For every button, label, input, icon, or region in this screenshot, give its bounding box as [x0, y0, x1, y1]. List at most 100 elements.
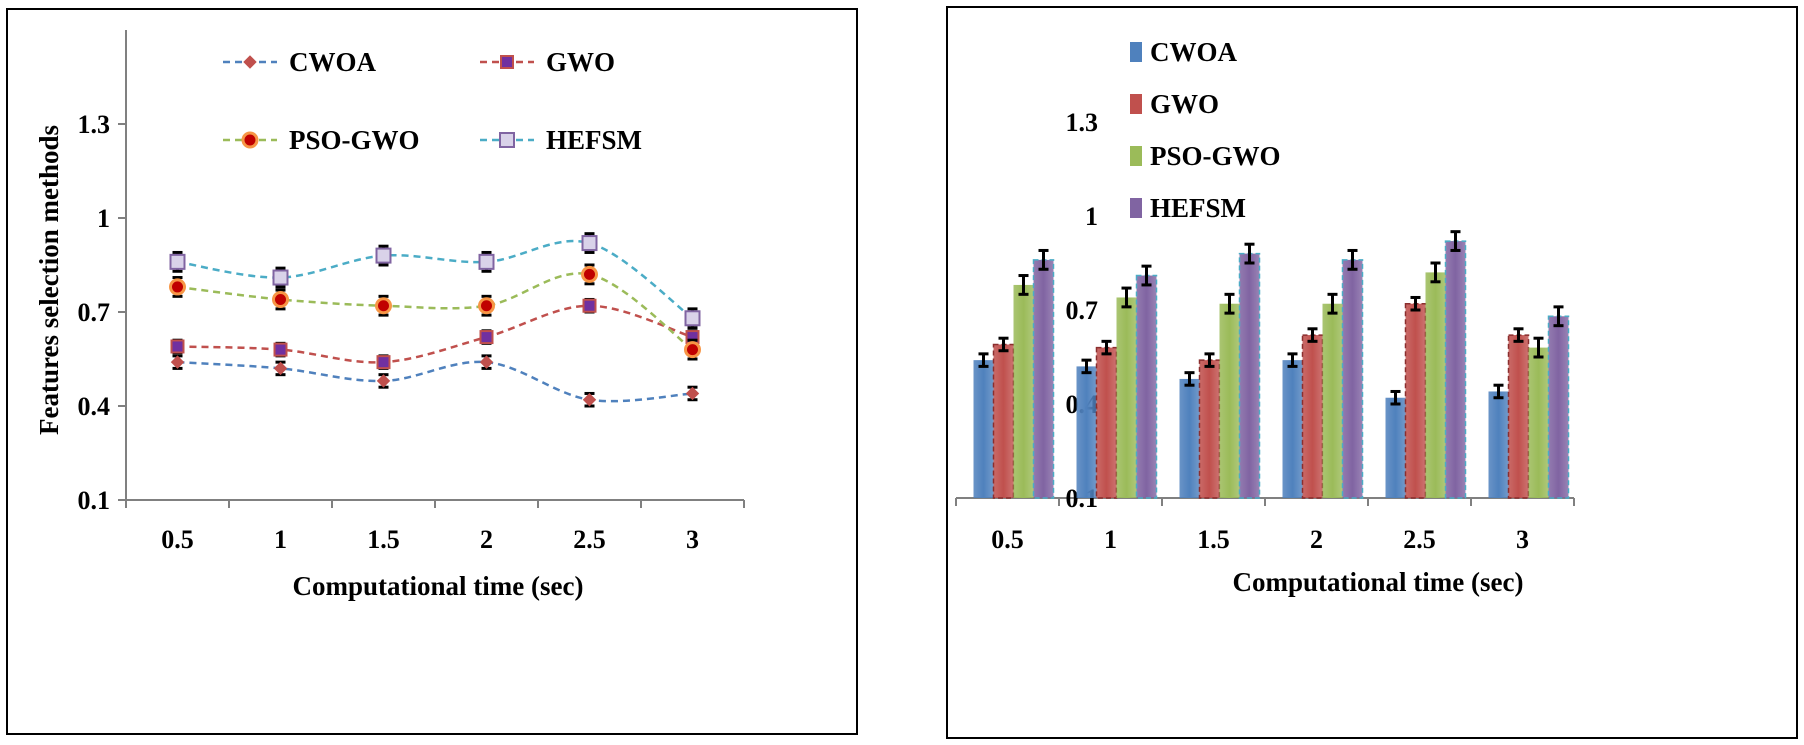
y-tick-label: 1.3: [78, 110, 111, 139]
marker-open-square: [581, 235, 598, 252]
series-hefsm: [1032, 230, 1570, 499]
marker-open-square: [272, 269, 289, 286]
bar: [1095, 346, 1118, 499]
line-chart-panel: 0.1 0.4 0.7 1 1.3 0.5 1 1.5 2 2.5 3 Computational t…: [6, 8, 858, 735]
bar: [1528, 347, 1549, 498]
series-gwo: [170, 297, 700, 370]
marker-diamond: [376, 374, 391, 388]
bar: [1322, 303, 1343, 498]
marker-diamond: [170, 355, 185, 369]
bar: [1301, 334, 1324, 499]
marker-square: [376, 355, 391, 370]
marker-circle: [375, 297, 392, 315]
legend-item-pso-gwo: PSO-GWO: [1130, 141, 1281, 171]
marker-diamond: [685, 386, 700, 401]
legend-item-hefsm: HEFSM: [1130, 193, 1246, 223]
series-line: [177, 272, 694, 351]
marker-circle: [169, 278, 186, 296]
legend-swatch: [1130, 146, 1142, 166]
bar: [1507, 334, 1530, 499]
marker-square: [273, 342, 288, 357]
legend-label: CWOA: [1150, 37, 1238, 67]
x-axis-title: Computational time (sec): [293, 571, 584, 601]
legend-label: PSO-GWO: [289, 125, 420, 155]
x-tick-label: 3: [686, 525, 699, 554]
bar: [1076, 366, 1097, 498]
marker-square: [500, 55, 514, 69]
marker-circle: [581, 265, 598, 283]
marker-square: [170, 339, 185, 354]
marker-circle: [272, 290, 289, 308]
bar: [1032, 259, 1055, 499]
marker-diamond: [479, 355, 494, 369]
series-line: [177, 304, 693, 364]
marker-diamond: [243, 55, 257, 69]
bar: [1488, 391, 1509, 498]
series-line: [177, 360, 693, 403]
y-tick-label: 0.7: [78, 298, 111, 327]
bar: [1179, 378, 1200, 498]
legend-swatch: [1130, 94, 1142, 114]
y-tick-label: 0.1: [78, 486, 111, 515]
marker-open-square: [169, 253, 186, 270]
legend-label: HEFSM: [1150, 193, 1246, 223]
x-tick-label: 1: [274, 525, 287, 554]
x-tick-label: 1: [1104, 525, 1117, 554]
bar: [1547, 315, 1570, 499]
series-cwoa: [973, 352, 1509, 498]
series-pso-gwo: [1013, 261, 1549, 498]
y-tick-label: 1.3: [1066, 108, 1099, 137]
legend-swatch: [1130, 198, 1142, 218]
series-hefsm: [169, 232, 701, 330]
bar: [1385, 397, 1406, 498]
legend-item-gwo: GWO: [1130, 89, 1219, 119]
bar: [1425, 272, 1446, 498]
marker-square: [479, 330, 494, 345]
marker-circle: [684, 341, 701, 359]
marker-circle: [478, 297, 495, 315]
bar: [992, 343, 1015, 499]
bar: [1198, 359, 1221, 499]
x-tick-label: 3: [1516, 525, 1529, 554]
line-chart: 0.1 0.4 0.7 1 1.3 0.5 1 1.5 2 2.5 3 Computational t…: [34, 30, 745, 601]
x-tick-label: 0.5: [161, 525, 194, 554]
marker-open-square: [684, 310, 701, 327]
x-tick-label: 2.5: [1403, 525, 1436, 554]
legend-label: GWO: [1150, 89, 1219, 119]
legend-label: PSO-GWO: [1150, 141, 1281, 171]
bar: [1341, 259, 1364, 499]
bar: [1238, 252, 1261, 499]
bar: [1116, 297, 1137, 498]
x-tick-label: 1.5: [367, 525, 400, 554]
marker-open-square: [499, 132, 515, 148]
bar: [1282, 360, 1303, 498]
y-tick-label: 0.4: [78, 392, 111, 421]
x-tick-label: 2: [1310, 525, 1323, 554]
marker-open-square: [478, 253, 495, 270]
x-axis-title: Computational time (sec): [1233, 567, 1524, 597]
x-tick-label: 2: [480, 525, 493, 554]
series-line: [177, 239, 694, 320]
series-cwoa: [170, 354, 700, 408]
legend-label: GWO: [546, 47, 615, 77]
bar: [1404, 302, 1427, 499]
legend-item-gwo: GWO: [480, 47, 615, 77]
marker-square: [582, 298, 597, 313]
marker-diamond: [582, 393, 597, 407]
x-tick-label: 0.5: [991, 525, 1024, 554]
legend-item-cwoa: CWOA: [223, 47, 377, 77]
legend-item-hefsm: HEFSM: [480, 125, 642, 155]
series-gwo: [992, 295, 1530, 499]
bar: [1219, 303, 1240, 498]
x-tick-label: 2.5: [573, 525, 606, 554]
legend-item-cwoa: CWOA: [1130, 37, 1238, 67]
x-tick-label: 1.5: [1197, 525, 1230, 554]
y-tick-label: 0.7: [1066, 296, 1099, 325]
y-axis-title: Features selection methods: [34, 125, 64, 435]
bar: [973, 360, 994, 498]
marker-circle: [241, 131, 259, 149]
marker-diamond: [273, 361, 288, 376]
series-pso-gwo: [169, 263, 701, 361]
